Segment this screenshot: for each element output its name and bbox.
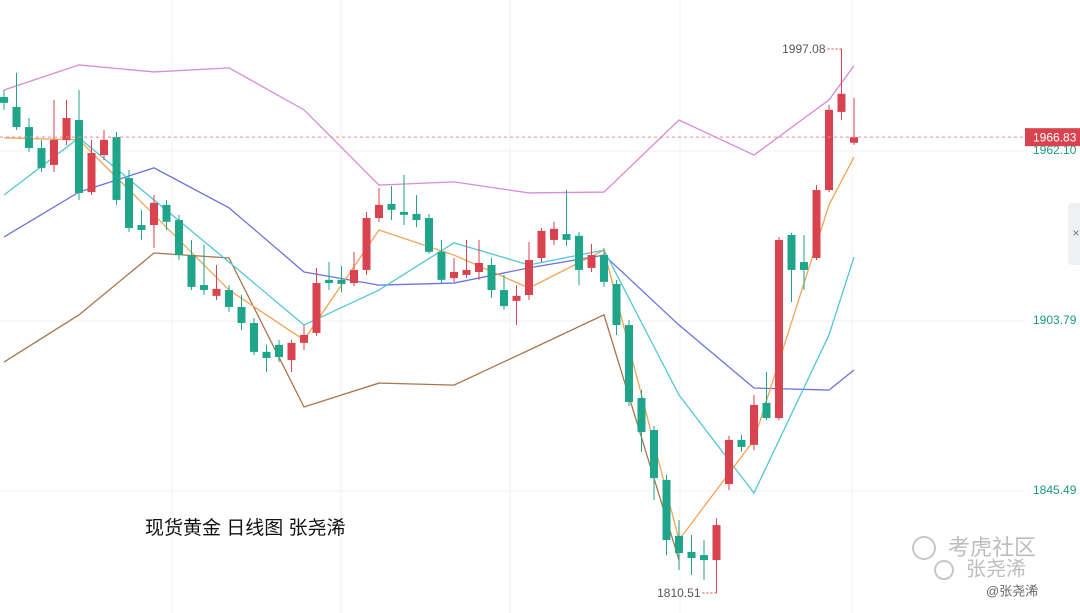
candle-body: [662, 479, 671, 540]
last-price-tag: [1025, 128, 1080, 147]
high-label: 1997.08: [782, 42, 826, 56]
candle-body: [162, 204, 171, 222]
candle-body: [475, 262, 483, 272]
candle-body: [62, 118, 71, 140]
indicator-line: [3, 64, 855, 194]
candle-body: [137, 225, 146, 230]
candle-body: [762, 402, 771, 419]
candle-body: [500, 290, 508, 307]
candles: [0, 48, 858, 593]
candle-body: [87, 153, 96, 193]
candle-body: [400, 211, 408, 215]
candle-body: [225, 290, 233, 307]
candle-body: [387, 204, 396, 210]
y-tick-label: 1845.49: [1033, 483, 1077, 497]
candle-body: [587, 255, 596, 268]
candle-body: [325, 279, 333, 284]
candle-body: [375, 204, 383, 219]
candle-body: [525, 260, 533, 296]
candle-body: [275, 344, 283, 358]
y-tick-label: 1962.10: [1033, 143, 1077, 157]
candle-body: [212, 288, 221, 296]
last-price-label: 1966.83: [1033, 130, 1077, 144]
candle-body: [575, 235, 583, 270]
candle-body: [437, 251, 446, 280]
indicator-line: [3, 167, 855, 391]
candle-body: [462, 269, 471, 275]
y-tick-label: 1903.79: [1033, 313, 1077, 327]
candle-body: [700, 555, 708, 561]
annotation: 现货黄金 日线图 张尧浠: [145, 517, 346, 539]
watermark-text: 考虎社区: [948, 535, 1036, 560]
candle-body: [200, 285, 208, 291]
candle-body: [112, 136, 121, 200]
grid: [0, 150, 1025, 492]
candle-body: [412, 213, 421, 221]
labels: 1962.10 1903.79 1845.49 1997.08 1810.51 1966.…: [0, 42, 1080, 600]
candle-body: [812, 190, 821, 258]
candle-body: [600, 255, 608, 282]
candle-body: [287, 342, 296, 361]
candle-body: [25, 127, 33, 149]
candle-body: [687, 551, 696, 559]
candle-body: [337, 279, 346, 284]
candle-body: [12, 106, 21, 128]
candle-body: [837, 93, 846, 112]
candle-body: [750, 404, 758, 445]
candle-body: [312, 283, 321, 333]
candle-body: [237, 306, 246, 324]
watermark-text: 张尧浠: [966, 557, 1026, 580]
candle-body: [100, 139, 108, 156]
candle-body: [650, 430, 658, 479]
candle-body: [175, 220, 183, 256]
candle-body: [612, 283, 621, 326]
indicator-line: [3, 252, 680, 561]
candle-body: [487, 264, 496, 291]
candle-body: [825, 109, 833, 191]
candle-body: [550, 228, 558, 240]
candle-body: [0, 97, 8, 103]
candle-body: [362, 218, 371, 270]
candle-body: [637, 397, 646, 433]
side-tab-icon: ×: [1072, 226, 1079, 240]
watermark: 考虎社区 张尧浠: [912, 535, 1036, 580]
side-tab[interactable]: [1068, 203, 1080, 265]
vertical-grid: [171, 0, 853, 613]
candle-body: [725, 439, 733, 484]
candle-body: [350, 269, 358, 284]
candle-body: [537, 230, 546, 258]
candle-body: [850, 137, 858, 143]
watermark-icon: [912, 536, 936, 560]
candle-body: [625, 325, 633, 403]
candle-body: [187, 255, 196, 287]
candle-body: [800, 262, 808, 270]
candle-body: [512, 295, 521, 301]
candle-body: [75, 120, 83, 193]
candle-body: [737, 439, 746, 447]
candle-body: [300, 334, 308, 343]
candle-body: [250, 323, 258, 352]
candle-body: [125, 178, 133, 228]
indicator-lines: [3, 64, 855, 561]
candle-body: [37, 148, 46, 168]
watermark-icon: [934, 560, 954, 580]
candle-body: [50, 139, 58, 165]
candle-body: [675, 535, 683, 554]
candle-body: [775, 239, 783, 419]
candle-body: [450, 271, 458, 279]
candle-body: [262, 351, 271, 358]
candle-body: [787, 234, 796, 270]
low-label: 1810.51: [657, 586, 701, 600]
candle-body: [150, 202, 158, 226]
candle-body: [712, 525, 721, 561]
candle-body: [425, 218, 433, 252]
candle-body: [562, 234, 571, 240]
watermark-handle: @张尧浠: [986, 583, 1038, 598]
